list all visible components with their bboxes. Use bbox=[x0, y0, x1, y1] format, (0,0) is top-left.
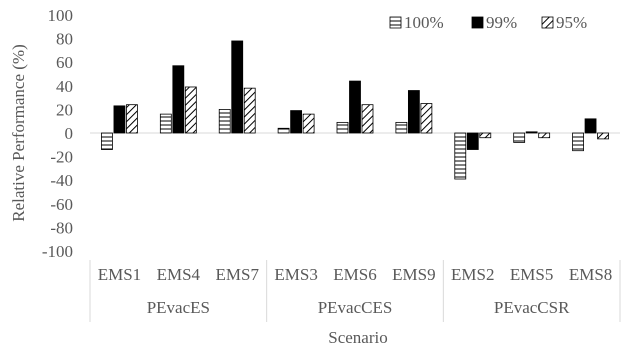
bar-99%-EMS4 bbox=[172, 65, 185, 134]
bar-100%-EMS8 bbox=[572, 132, 584, 152]
bar-100%-EMS6 bbox=[336, 121, 349, 134]
x-tick-label: EMS8 bbox=[569, 265, 612, 284]
bar-100%-EMS4 bbox=[159, 113, 172, 134]
bar-95%-EMS2 bbox=[479, 132, 492, 139]
y-tick-label: 100 bbox=[48, 6, 74, 25]
y-tick-label: -20 bbox=[50, 148, 73, 167]
y-tick-label: -60 bbox=[50, 195, 73, 214]
group-label: PEvacCSR bbox=[494, 298, 570, 317]
y-axis-title: Relative Performance (%) bbox=[9, 44, 28, 221]
x-axis-title: Scenario bbox=[328, 328, 387, 347]
legend-label: 99% bbox=[486, 13, 517, 32]
x-tick-label: EMS4 bbox=[157, 265, 201, 284]
bar-99%-EMS9 bbox=[407, 90, 420, 134]
bar-100%-EMS2 bbox=[454, 132, 467, 180]
group-label: PEvacCES bbox=[318, 298, 393, 317]
bar-100%-EMS5 bbox=[513, 132, 526, 143]
bar-100%-EMS1 bbox=[101, 132, 113, 150]
bar-99%-EMS5 bbox=[525, 131, 538, 134]
bar-100%-EMS9 bbox=[395, 121, 408, 134]
legend-label: 95% bbox=[556, 13, 587, 32]
bar-100%-EMS3 bbox=[277, 127, 290, 134]
bar-95%-EMS9 bbox=[420, 103, 433, 134]
bar-95%-EMS4 bbox=[184, 86, 197, 134]
y-tick-label: 60 bbox=[56, 53, 73, 72]
x-tick-label: EMS7 bbox=[215, 265, 259, 284]
x-tick-label: EMS2 bbox=[451, 265, 494, 284]
bar-95%-EMS1 bbox=[126, 104, 138, 134]
x-tick-label: EMS3 bbox=[274, 265, 317, 284]
x-tick-label: EMS1 bbox=[98, 265, 141, 284]
y-tick-label: -40 bbox=[50, 171, 73, 190]
legend-swatch bbox=[389, 16, 402, 29]
bar-99%-EMS2 bbox=[466, 132, 479, 150]
x-tick-label: EMS5 bbox=[510, 265, 553, 284]
bar-99%-EMS8 bbox=[584, 118, 597, 134]
bar-95%-EMS8 bbox=[597, 132, 609, 140]
bar-99%-EMS7 bbox=[231, 40, 244, 134]
bar-100%-EMS7 bbox=[218, 109, 231, 134]
y-tick-label: -80 bbox=[50, 218, 73, 237]
y-tick-label: 80 bbox=[56, 30, 73, 49]
legend-swatch bbox=[541, 16, 554, 29]
bar-99%-EMS6 bbox=[349, 80, 361, 134]
bar-99%-EMS1 bbox=[113, 105, 126, 134]
y-tick-label: -100 bbox=[42, 242, 73, 261]
y-tick-label: 40 bbox=[56, 77, 73, 96]
x-tick-label: EMS6 bbox=[333, 265, 376, 284]
bar-95%-EMS6 bbox=[361, 104, 374, 134]
bar-95%-EMS5 bbox=[538, 132, 551, 139]
x-tick-label: EMS9 bbox=[392, 265, 435, 284]
y-tick-label: 0 bbox=[65, 124, 74, 143]
bar-95%-EMS3 bbox=[302, 113, 315, 134]
y-tick-label: 20 bbox=[56, 100, 73, 119]
bar-99%-EMS3 bbox=[290, 110, 303, 134]
group-label: PEvacES bbox=[147, 298, 210, 317]
legend-label: 100% bbox=[404, 13, 444, 32]
legend-swatch bbox=[471, 16, 484, 29]
bar-95%-EMS7 bbox=[243, 87, 256, 134]
